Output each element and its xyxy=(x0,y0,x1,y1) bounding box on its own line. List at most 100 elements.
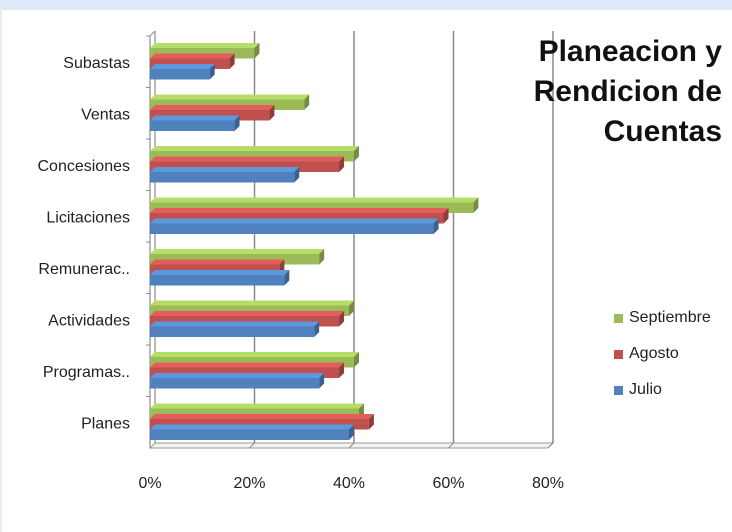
bar-end-septiembre xyxy=(319,249,325,265)
bar-top-agosto xyxy=(150,156,345,162)
bar-end-julio xyxy=(319,373,325,389)
bar-julio xyxy=(150,275,285,286)
bar-end-julio xyxy=(284,270,290,286)
bar-julio xyxy=(150,378,320,389)
bar-top-julio xyxy=(150,167,300,172)
bar-end-julio xyxy=(314,321,320,337)
bar-julio xyxy=(150,223,434,234)
bar-julio xyxy=(150,326,315,337)
bar-end-julio xyxy=(294,167,300,183)
bar-julio xyxy=(150,120,235,131)
bar-end-septiembre xyxy=(349,300,354,316)
bar-top-julio xyxy=(150,373,325,378)
bar-end-agosto xyxy=(368,414,374,430)
bar-end-agosto xyxy=(339,156,345,172)
bar-agosto xyxy=(150,110,270,121)
legend-label-agosto: Agosto xyxy=(629,345,679,362)
x-tick-label: 40% xyxy=(333,475,365,492)
bar-top-septiembre xyxy=(150,146,359,151)
legend-item-julio: Julio xyxy=(614,372,711,408)
bar-septiembre xyxy=(150,357,354,368)
bar-agosto xyxy=(150,161,340,172)
y-category-label: Concesiones xyxy=(38,158,131,175)
bar-top-agosto xyxy=(150,259,285,265)
bar-top-julio xyxy=(150,64,215,69)
legend-label-julio: Julio xyxy=(629,381,662,398)
bar-end-septiembre xyxy=(254,43,260,59)
bar-top-agosto xyxy=(150,208,449,213)
legend-swatch-julio xyxy=(614,385,623,395)
bar-septiembre xyxy=(150,254,320,265)
bar-septiembre xyxy=(150,408,359,419)
bar-agosto xyxy=(150,316,340,327)
bar-top-julio xyxy=(150,321,320,327)
bar-top-septiembre xyxy=(150,403,364,409)
bar-top-septiembre xyxy=(150,197,479,203)
bar-top-septiembre xyxy=(150,43,260,48)
bar-septiembre xyxy=(150,202,474,213)
x-tick-label: 0% xyxy=(138,475,161,492)
x-tick-label: 80% xyxy=(532,475,564,492)
x-tick-label: 60% xyxy=(432,475,464,492)
gridline-floor-edge xyxy=(249,442,255,449)
bar-agosto xyxy=(150,419,369,430)
legend-item-agosto: Agosto xyxy=(614,336,711,372)
bar-septiembre xyxy=(150,99,305,110)
bar-end-agosto xyxy=(443,208,449,224)
bar-end-agosto xyxy=(229,53,235,69)
legend-label-septiembre: Septiembre xyxy=(629,309,711,326)
bar-end-julio xyxy=(433,218,439,234)
bar-top-julio xyxy=(150,218,439,224)
legend-item-septiembre: Septiembre xyxy=(614,300,711,336)
bar-agosto xyxy=(150,213,444,224)
y-axis-top-edge xyxy=(149,30,156,37)
gridline-floor-edge xyxy=(547,442,554,449)
bar-end-septiembre xyxy=(353,146,359,162)
bar-agosto xyxy=(150,58,230,69)
bar-end-agosto xyxy=(269,105,275,121)
bar-agosto xyxy=(150,367,340,378)
bar-end-agosto xyxy=(339,362,345,378)
y-category-label: Planes xyxy=(81,415,130,432)
bar-top-agosto xyxy=(150,53,235,59)
bar-top-septiembre xyxy=(150,352,359,357)
bar-end-julio xyxy=(209,64,215,80)
bar-julio xyxy=(150,69,210,80)
bar-top-agosto xyxy=(150,362,345,368)
y-category-label: Licitaciones xyxy=(46,209,130,226)
gridline-floor-edge xyxy=(448,442,454,449)
bar-septiembre xyxy=(150,151,354,162)
bar-top-julio xyxy=(150,424,354,430)
bar-end-agosto xyxy=(339,311,345,327)
y-category-label: Programas.. xyxy=(43,364,130,381)
y-category-label: Ventas xyxy=(81,106,130,123)
bar-septiembre xyxy=(150,48,255,59)
bar-julio xyxy=(150,429,349,440)
bar-septiembre xyxy=(150,305,349,316)
bar-end-septiembre xyxy=(353,352,359,368)
y-category-label: Remunerac.. xyxy=(38,261,130,278)
chart-title: Planeacion y Rendicion de Cuentas xyxy=(533,35,722,148)
bar-end-septiembre xyxy=(304,94,310,110)
legend-swatch-septiembre xyxy=(614,313,623,323)
bar-top-julio xyxy=(150,270,290,275)
bar-julio xyxy=(150,172,295,183)
bar-top-septiembre xyxy=(150,300,354,306)
legend: Septiembre Agosto Julio xyxy=(614,300,711,408)
x-tick-label: 20% xyxy=(233,475,265,492)
bar-top-agosto xyxy=(150,414,374,419)
bar-top-julio xyxy=(150,115,240,121)
bar-top-agosto xyxy=(150,311,345,316)
bar-top-septiembre xyxy=(150,94,310,100)
bar-end-julio xyxy=(349,424,354,440)
y-category-label: Subastas xyxy=(63,55,130,72)
bar-top-septiembre xyxy=(150,249,325,254)
bar-end-julio xyxy=(234,115,240,131)
y-category-label: Actividades xyxy=(48,312,130,329)
bar-agosto xyxy=(150,264,280,275)
bar-top-agosto xyxy=(150,105,275,110)
gridline-floor-edge xyxy=(348,442,355,449)
legend-swatch-agosto xyxy=(614,349,623,359)
bar-end-septiembre xyxy=(473,197,479,213)
